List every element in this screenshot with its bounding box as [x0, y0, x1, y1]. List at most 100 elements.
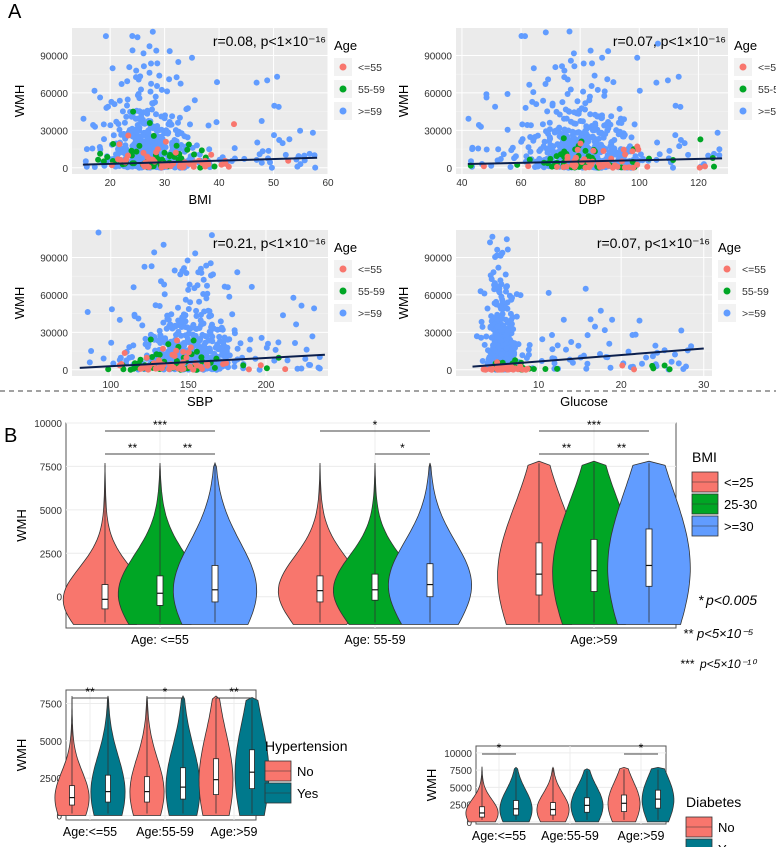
scatter-point: [503, 288, 509, 295]
scatter-point: [197, 335, 204, 342]
scatter-point: [110, 141, 117, 147]
scatter-point: [580, 88, 587, 95]
scatter-point: [591, 127, 598, 134]
scatter-point: [583, 126, 590, 133]
scatter-point: [622, 151, 629, 158]
scatter-point: [229, 311, 236, 318]
scatter-point: [507, 164, 514, 170]
scatter-point: [282, 151, 289, 158]
scatter-point: [124, 102, 130, 109]
scatter-point: [202, 333, 209, 340]
scatter-point: [677, 103, 684, 110]
scatter-point: [185, 286, 192, 293]
box-iqr: [105, 774, 111, 803]
scatter-panel-sbp: 0 30000 60000 90000 100 150 200 SBP WMH r=0.21, p…: [12, 229, 385, 409]
sig-stars: **: [183, 441, 193, 455]
scatter-point: [502, 271, 509, 278]
scatter-point: [503, 345, 510, 352]
correlation-annotation: r=0.21, p<1×10⁻¹⁶: [213, 235, 326, 251]
scatter-point: [224, 344, 231, 351]
sig-stars: ***: [153, 418, 167, 432]
scatter-point: [539, 121, 546, 128]
scatter-point: [286, 136, 293, 143]
scatter-point: [143, 354, 150, 361]
violin-panel-diabetes-violin: 0 2500 5000 7500 10000 WMH * Age:<=55 Age:55-59 *…: [424, 741, 741, 847]
scatter-point: [307, 362, 314, 368]
scatter-point: [697, 136, 704, 143]
scatter-point: [711, 163, 717, 170]
scatter-point: [133, 148, 140, 155]
scatter-point: [129, 47, 136, 54]
y-tick-label: 10000: [34, 419, 62, 430]
y-tick-label: 0: [466, 818, 472, 829]
box-iqr: [101, 584, 109, 610]
x-axis-title: DBP: [579, 192, 606, 207]
scatter-point: [586, 164, 593, 171]
y-tick-label: 0: [56, 593, 62, 604]
legend-label: 25-30: [724, 497, 757, 512]
scatter-point: [482, 366, 489, 373]
scatter-point: [498, 337, 505, 344]
scatter-point: [503, 236, 510, 243]
scatter-point: [191, 285, 198, 292]
scatter-point: [652, 342, 659, 349]
scatter-point: [582, 100, 589, 107]
scatter-point: [185, 330, 192, 337]
scatter-point: [654, 139, 661, 146]
group-label: Age: 55-59: [344, 633, 405, 647]
scatter-point: [545, 289, 552, 296]
scatter-point: [557, 151, 564, 158]
scatter-point: [542, 29, 549, 36]
legend-key: [339, 85, 347, 93]
scatter-point: [258, 334, 265, 341]
scatter-point: [530, 366, 537, 372]
scatter-point: [115, 146, 121, 153]
x-tick-label: 60: [322, 178, 334, 189]
scatter-point: [102, 33, 109, 40]
scatter-point: [301, 152, 308, 159]
scatter-point: [139, 322, 146, 329]
scatter-point: [592, 323, 598, 330]
scatter-point: [653, 79, 660, 86]
scatter-point: [156, 351, 163, 358]
scatter-point: [126, 64, 133, 71]
scatter-point: [234, 269, 241, 276]
scatter-point: [480, 163, 487, 170]
sig-stars-3: ***: [680, 657, 694, 671]
scatter-point: [533, 101, 540, 108]
scatter-point: [599, 54, 606, 61]
scatter-point: [591, 72, 598, 79]
scatter-point: [478, 318, 485, 325]
scatter-point: [124, 78, 131, 85]
scatter-point: [137, 356, 144, 363]
scatter-point: [637, 151, 644, 158]
correlation-annotation: r=0.07, p<1×10⁻¹⁶: [613, 33, 726, 49]
scatter-point: [309, 333, 316, 340]
box-iqr: [535, 542, 543, 596]
scatter-point: [100, 355, 107, 362]
scatter-point: [601, 327, 608, 334]
scatter-point: [153, 149, 160, 156]
scatter-point: [97, 94, 104, 101]
box-iqr: [550, 802, 556, 816]
y-tick-label: 0: [446, 164, 452, 175]
scatter-point: [714, 129, 721, 136]
scatter-point: [522, 33, 528, 40]
y-tick-label: 2500: [450, 801, 473, 812]
scatter-point: [148, 263, 155, 270]
legend-key: [739, 63, 747, 71]
scatter-point: [231, 330, 238, 337]
scatter-point: [107, 122, 114, 129]
scatter-point: [549, 163, 555, 170]
sig-stars: *: [497, 741, 502, 755]
scatter-point: [162, 112, 168, 119]
scatter-point: [610, 145, 617, 152]
scatter-point: [168, 121, 175, 128]
scatter-point: [116, 141, 123, 148]
scatter-point: [628, 134, 635, 141]
scatter-point: [153, 47, 160, 54]
scatter-point: [133, 67, 140, 74]
y-axis-title: WMH: [396, 287, 411, 320]
scatter-point: [146, 120, 153, 126]
